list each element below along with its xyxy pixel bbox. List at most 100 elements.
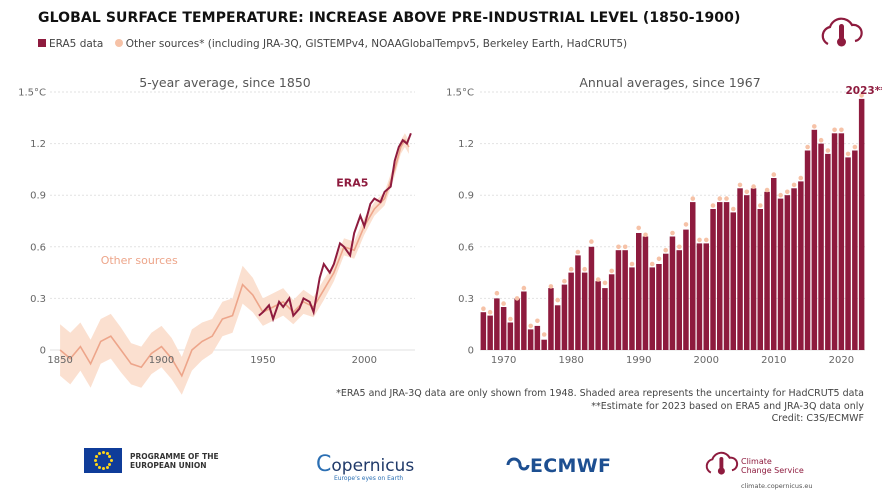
- point-other-sources: [812, 124, 817, 129]
- eu-star: [94, 455, 98, 458]
- bar-era5: [852, 150, 858, 350]
- point-other-sources: [731, 206, 736, 212]
- y-tick-label: 1.2: [458, 139, 474, 150]
- copernicus-logo: Copernicus Europe's eyes on Earth: [316, 452, 414, 482]
- bar-era5: [764, 191, 770, 350]
- point-other-sources: [656, 256, 662, 262]
- eu-star: [101, 451, 105, 454]
- point-other-sources: [595, 277, 601, 282]
- point-other-sources: [548, 284, 554, 289]
- legend-label-other: Other sources* (including JRA-3Q, GISTEM…: [125, 38, 628, 50]
- point-other-sources: [481, 306, 486, 311]
- eu-star: [108, 463, 112, 466]
- bar-era5: [669, 236, 676, 350]
- bar-era5: [737, 188, 743, 350]
- point-other-sources: [514, 296, 520, 301]
- bar-era5: [717, 202, 723, 350]
- point-other-sources: [487, 309, 493, 315]
- chart-annual-averages: Annual averages, since 1967 0 0.3 0.6 0.9 1.…: [446, 75, 882, 366]
- eu-star: [105, 452, 109, 456]
- credit: Credit: C3S/ECMWF: [771, 413, 864, 424]
- point-other-sources: [602, 280, 608, 286]
- y-tick-label: 0: [40, 346, 46, 357]
- x-tick-label: 1970: [491, 355, 516, 366]
- bar-era5: [636, 233, 642, 350]
- y-tick-label: 1.5°C: [446, 88, 474, 99]
- bar-era5: [500, 307, 507, 350]
- bar-era5: [629, 267, 635, 350]
- point-other-sources: [839, 127, 844, 133]
- point-other-sources: [791, 182, 797, 188]
- x-tick-label: 2010: [761, 355, 786, 366]
- bar-era5: [831, 133, 838, 350]
- bar-era5: [791, 188, 797, 350]
- footnotes: *ERA5 and JRA-3Q data are only shown fro…: [336, 388, 864, 426]
- point-other-sources: [710, 203, 716, 208]
- point-other-sources: [724, 196, 729, 201]
- point-other-sources: [785, 189, 790, 195]
- bar-era5: [548, 288, 554, 350]
- bar-era5: [825, 153, 831, 350]
- ecmwf-swirl-icon: [506, 457, 530, 471]
- point-other-sources: [798, 175, 804, 181]
- bar-era5: [608, 274, 615, 350]
- point-other-sources: [818, 137, 824, 143]
- copernicus-wordmark: Copernicus: [316, 452, 415, 477]
- point-other-sources: [717, 196, 723, 201]
- point-other-sources: [494, 290, 500, 296]
- bar-era5: [804, 150, 811, 350]
- point-other-sources: [737, 182, 743, 188]
- chart-title: GLOBAL SURFACE TEMPERATURE: INCREASE ABO…: [38, 10, 741, 26]
- bar-era5: [777, 198, 784, 350]
- bar-era5: [656, 264, 662, 350]
- bar-era5: [554, 305, 561, 350]
- legend-label-era5: ERA5 data: [49, 38, 104, 50]
- chart-5yr-average: 5-year average, since 1850 0 0.3 0.6 0.9 1.2…: [18, 75, 415, 395]
- point-other-sources: [555, 297, 560, 303]
- eu-star: [105, 465, 109, 469]
- legend-swatch-era5: [38, 39, 46, 47]
- bar-era5: [750, 188, 757, 350]
- bar-era5: [838, 133, 845, 350]
- point-other-sources: [670, 230, 675, 236]
- eu-star: [97, 452, 101, 456]
- footnote-1: *ERA5 and JRA-3Q data are only shown fro…: [336, 388, 864, 399]
- y-tick-label: 0.9: [30, 191, 46, 202]
- bar-era5: [561, 284, 568, 350]
- x-tick-label: 1980: [558, 355, 583, 366]
- point-other-sources: [845, 151, 851, 157]
- bar-era5: [588, 246, 595, 350]
- bar-era5: [649, 267, 655, 350]
- legend-item-era5: ERA5 data: [38, 38, 107, 50]
- bar-era5: [818, 143, 824, 350]
- eu-text-line-2: EUROPEAN UNION: [130, 460, 207, 470]
- bar-era5: [703, 243, 709, 350]
- y-tick-label: 1.2: [30, 139, 46, 150]
- bar-era5: [690, 202, 696, 350]
- point-other-sources: [501, 301, 506, 306]
- bar-era5: [845, 157, 851, 350]
- point-other-sources: [825, 148, 831, 153]
- climate-change-service-logo: Climate Change Service climate.copernicu…: [703, 446, 813, 490]
- bar-era5: [507, 322, 514, 350]
- bar-era5: [494, 298, 500, 350]
- point-other-sources: [697, 237, 702, 243]
- eu-star: [93, 459, 97, 462]
- c3s-name-line-2: Change Service: [741, 466, 804, 475]
- eu-text-line-1: PROGRAMME OF THE: [130, 451, 219, 461]
- eu-flag-icon: [84, 448, 122, 473]
- point-other-sources: [764, 187, 770, 193]
- y-tick-label: 0.3: [30, 294, 46, 305]
- point-other-sources: [832, 127, 837, 133]
- legend: ERA5 data Other sources* (including JRA-…: [38, 38, 635, 50]
- c3s-name-line-1: Climate: [741, 457, 772, 466]
- point-other-sources: [649, 261, 655, 267]
- copernicus-text: opernicus: [331, 456, 415, 476]
- y-tick-label: 0.9: [458, 191, 474, 202]
- point-other-sources: [636, 225, 641, 231]
- annotation-other-sources: Other sources: [101, 254, 178, 267]
- point-other-sources: [690, 196, 696, 201]
- bar-era5: [602, 288, 608, 350]
- x-tick-label: 1950: [250, 355, 275, 366]
- c3s-name: Climate Change Service: [741, 457, 804, 475]
